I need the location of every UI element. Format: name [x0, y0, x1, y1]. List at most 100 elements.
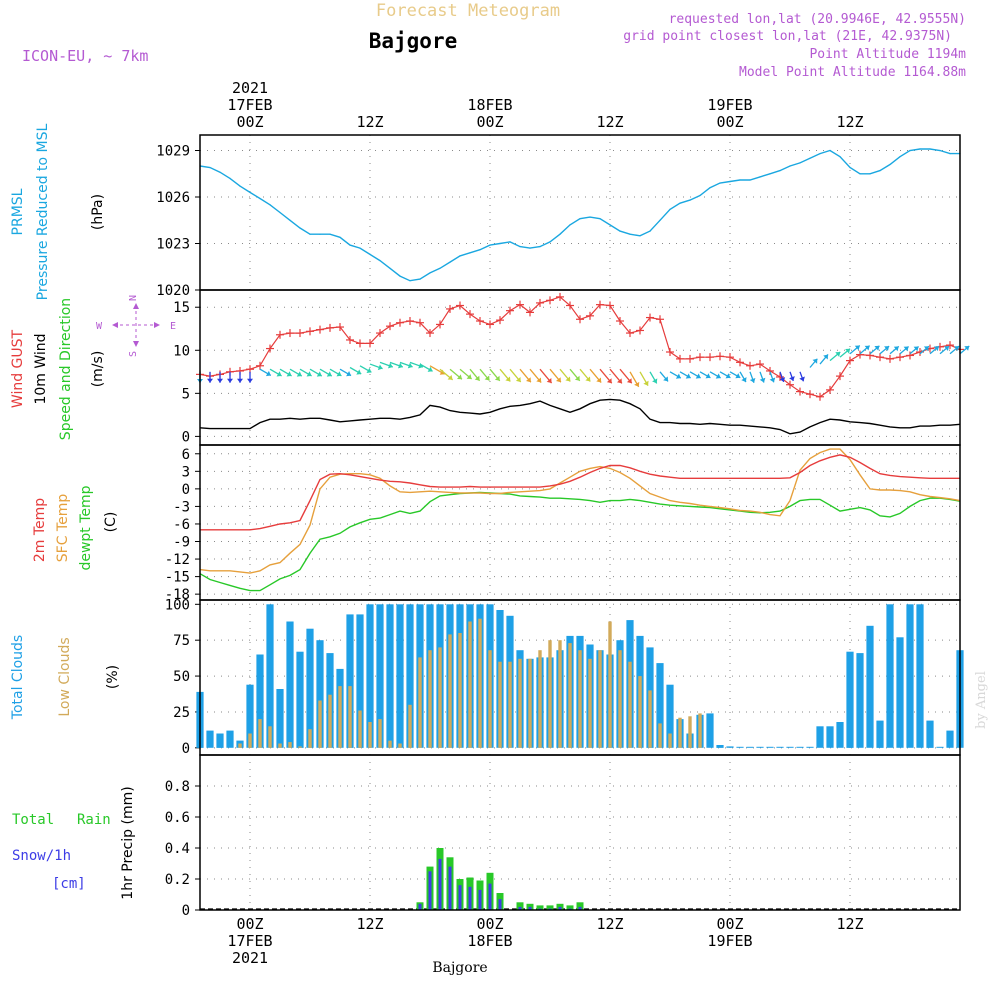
gust-marker [456, 301, 464, 310]
top-axis-label: 12Z [836, 113, 863, 131]
pressure-point [889, 163, 891, 166]
wind-arrow [729, 371, 741, 379]
low-clouds-bar [498, 661, 502, 748]
pressure-label-prmsl: PRMSL [10, 188, 26, 235]
y-tick-label: 50 [173, 669, 190, 685]
total-clouds-bar [826, 726, 834, 748]
low-clouds-bar [428, 650, 432, 748]
pressure-point [699, 194, 701, 197]
wind-arrow [399, 361, 413, 369]
wind-arrow [329, 368, 342, 377]
pressure-point [339, 236, 341, 238]
low-clouds-bar [578, 650, 582, 748]
wind-arrow-head [265, 370, 271, 377]
wind-arrow [369, 363, 383, 371]
bottom-axis-label: 12Z [836, 915, 863, 933]
gust-marker [256, 361, 264, 370]
wind-arrow [379, 361, 394, 369]
low-clouds-bar [358, 710, 362, 748]
wind-arrow [479, 368, 490, 381]
y-tick-label: 75 [173, 633, 190, 649]
wind-arrow [759, 371, 766, 383]
wind-arrow [639, 371, 649, 387]
gust-marker [666, 348, 674, 356]
wind-arrow [899, 346, 909, 355]
y-tick-label: 0.6 [165, 810, 190, 826]
total-clouds-bar [886, 604, 894, 748]
snow-bar [498, 899, 502, 910]
wind-arrow [279, 368, 292, 377]
y-tick-label: 1029 [156, 144, 190, 160]
wind-arrow [499, 368, 511, 382]
wind-arrow-head [954, 346, 960, 351]
wind-arrow-head [944, 346, 950, 351]
wind-arrow [939, 345, 950, 355]
wind-arrow-head [427, 366, 433, 372]
gust-marker [516, 300, 524, 309]
temp2m-label: 2m Temp [32, 498, 48, 562]
pressure-point [719, 182, 721, 184]
pressure-point [589, 216, 591, 218]
gust-marker [746, 361, 754, 370]
top-axis-label: 00Z [476, 113, 503, 131]
low-clouds-bar [238, 743, 242, 748]
y-tick-label: 0 [182, 429, 190, 445]
total-clouds-bar [376, 604, 384, 748]
pressure-point [349, 244, 351, 246]
compass-arrow-w [112, 322, 118, 328]
snow-label: Snow/1h [12, 848, 71, 864]
wind-arrow [659, 371, 669, 382]
wind-arrow [237, 371, 243, 383]
pressure-point [309, 233, 311, 235]
pressure-point [459, 255, 461, 257]
pressure-point [839, 156, 841, 158]
snow-bar [418, 903, 422, 910]
y-tick-label: 10 [173, 343, 190, 359]
total-clouds-bar [936, 746, 944, 748]
pressure-point [629, 233, 631, 235]
total-clouds-bar [706, 713, 714, 748]
snow-bar [458, 885, 462, 910]
y-tick-label: -18 [165, 587, 190, 603]
gust-marker [566, 301, 574, 310]
temperature-panel: 63 0-3 -6 -9-12 -15-18 [165, 444, 961, 603]
bottom-axis-label: 17FEB [227, 932, 272, 950]
low-clouds-bar [668, 733, 672, 748]
wind-arrow-head [893, 346, 899, 352]
y-tick-label: 5 [182, 386, 190, 402]
model-label: ICON-EU, ~ 7km [22, 47, 148, 65]
gust-marker [636, 326, 644, 335]
pressure-panel: 1020 1023 1026 1029 [156, 134, 961, 299]
wind-arrow [529, 368, 542, 383]
gust-marker [856, 350, 864, 359]
pressure-point [249, 191, 251, 193]
pressure-point [609, 224, 611, 226]
wind-arrow-head [515, 377, 521, 382]
gust-marker [556, 292, 564, 301]
pressure-point [369, 253, 371, 255]
y-tick-label: 1020 [156, 283, 190, 299]
low-clouds-bar [318, 700, 322, 748]
compass-arrow-e [154, 322, 160, 328]
low-clouds-bar [538, 650, 542, 748]
wind-arrow [919, 345, 930, 355]
y-tick-label: 6 [182, 447, 190, 463]
credit-watermark: by Angel [974, 671, 989, 729]
y-tick-label: 0 [182, 903, 190, 919]
point-altitude: Point Altitude 1194m [809, 47, 966, 62]
wind-arrow [839, 348, 851, 358]
total-clouds-bar [396, 604, 404, 748]
pressure-point [529, 247, 531, 249]
pressure-point [379, 259, 381, 262]
low-clouds-bar [508, 661, 512, 748]
wind-arrow-head [474, 375, 480, 381]
wind-arrow [929, 345, 940, 355]
gust-marker [316, 325, 324, 334]
pressure-point [829, 149, 831, 152]
rain-bar [576, 902, 584, 911]
gust-marker [776, 372, 784, 381]
pressure-point [779, 170, 781, 172]
requested-coords: requested lon,lat (20.9946E, 42.9555N) [669, 12, 966, 27]
total-clouds-bar [786, 746, 794, 748]
y-tick-label: 100 [165, 597, 190, 613]
